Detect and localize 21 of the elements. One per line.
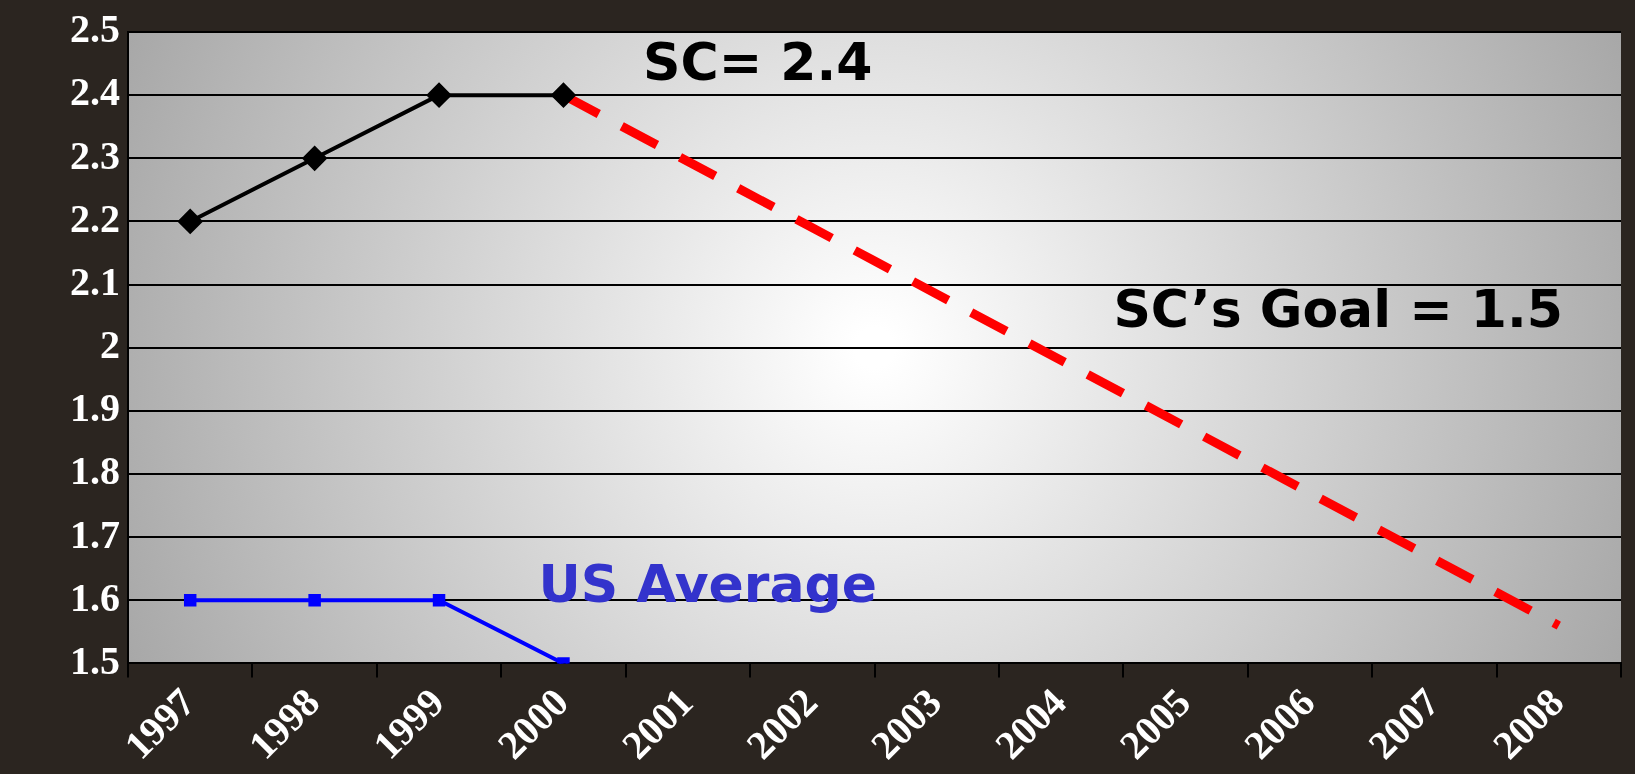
- y-tick-label: 1.5: [70, 637, 120, 683]
- point: [183, 594, 197, 607]
- annotation: SC= 2.4: [643, 32, 873, 93]
- y-tick-label: 2.1: [70, 258, 120, 304]
- y-tick-label: 1.6: [70, 574, 120, 620]
- point: [427, 83, 452, 108]
- annotation: SC’s Goal = 1.5: [1113, 278, 1563, 339]
- point: [432, 594, 446, 607]
- y-tick-label: 2.3: [70, 132, 120, 178]
- series-label: US Average: [538, 554, 878, 615]
- y-tick-label: 1.8: [70, 448, 120, 494]
- point: [178, 209, 203, 234]
- point: [308, 594, 321, 607]
- point: [551, 83, 576, 108]
- y-tick-label: 2.5: [70, 6, 120, 52]
- y-tick-label: 2: [100, 322, 120, 368]
- y-tick-label: 1.7: [70, 511, 120, 557]
- y-tick-label: 1.9: [70, 385, 120, 431]
- y-tick-label: 2.2: [70, 195, 120, 241]
- y-tick-label: 2.4: [70, 69, 120, 115]
- point: [302, 146, 327, 171]
